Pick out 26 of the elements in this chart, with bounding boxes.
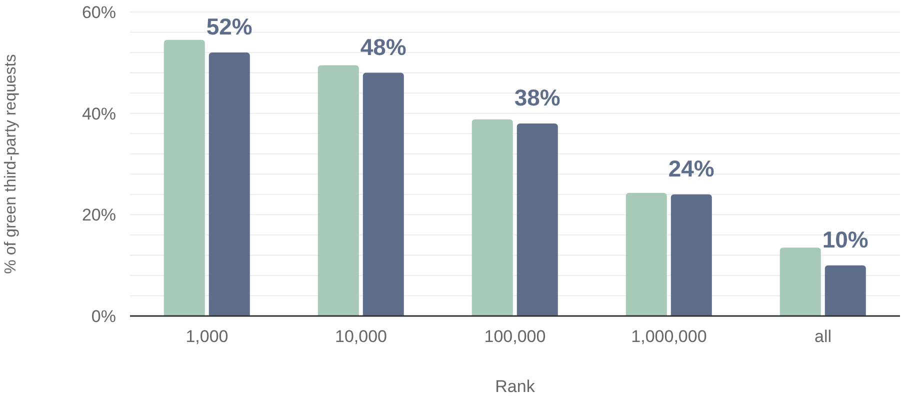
data-label: 38% — [514, 84, 560, 110]
bar — [318, 65, 359, 316]
bar — [164, 40, 205, 316]
data-label: 52% — [206, 14, 252, 40]
x-tick-label: 100,000 — [484, 327, 546, 346]
bar — [626, 192, 667, 316]
bar — [472, 119, 513, 316]
y-tick-label: 20% — [82, 206, 116, 225]
bar — [362, 72, 404, 316]
x-axis-title: Rank — [495, 377, 536, 396]
y-tick-label: 40% — [82, 104, 116, 124]
x-tick-label: 10,000 — [335, 327, 387, 346]
bar — [670, 194, 712, 316]
bar — [208, 52, 250, 316]
y-tick-label: 60% — [82, 3, 116, 22]
data-label: 48% — [360, 34, 406, 60]
data-label: 24% — [668, 155, 714, 182]
x-tick-label: all — [814, 327, 832, 346]
bar — [824, 265, 866, 316]
data-label: 10% — [822, 226, 868, 252]
x-tick-label: 1,000 — [186, 327, 228, 346]
y-tick-label: 0% — [91, 307, 116, 326]
bar — [516, 123, 558, 316]
y-axis-title: % of green third-party requests — [2, 54, 20, 274]
bar — [780, 248, 821, 316]
x-tick-label: 1,000,000 — [631, 327, 707, 346]
